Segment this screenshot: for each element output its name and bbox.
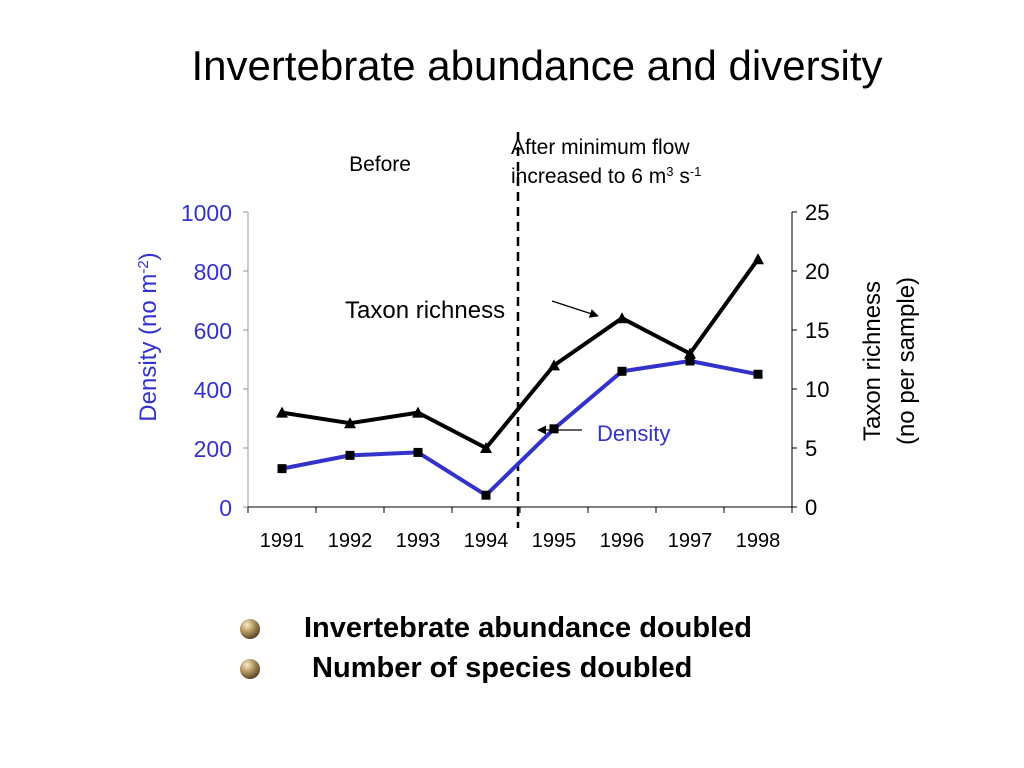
right-tick-label: 15: [805, 318, 829, 343]
x-tick-label: 1992: [328, 530, 373, 552]
taxon-richness-point: [480, 442, 492, 453]
left-tick-label: 400: [194, 377, 232, 403]
annotation-before: Before: [349, 153, 411, 176]
taxon-callout-arrow: [551, 300, 599, 318]
left-tick-label: 0: [219, 495, 232, 521]
density-point: [685, 356, 695, 366]
right-axis-title-line2: (no per sample): [893, 277, 920, 445]
chart: 0 200 400 600 800 1000 0 5 10 15 20 25 1991 1992 1993 1…: [135, 132, 920, 552]
left-tick-label: 200: [194, 436, 232, 462]
left-tick-label: 600: [194, 318, 232, 344]
x-tick-label: 1997: [668, 530, 713, 552]
bullet-text: Invertebrate abundance doubled: [304, 612, 752, 644]
bullet-icon: [240, 659, 260, 679]
bullet-icon: [240, 619, 260, 639]
annotation-after-line2: increased to 6 m3 s-1: [511, 164, 701, 189]
x-tick-label: 1994: [464, 530, 509, 552]
right-tick-label: 10: [805, 377, 829, 402]
taxon-richness-point: [548, 359, 560, 371]
bullet-text: Number of species doubled: [304, 652, 693, 684]
left-axis-title: Density (no m-2): [135, 252, 163, 421]
left-tick-label: 800: [194, 259, 232, 285]
slide-title: Invertebrate abundance and diversity: [191, 42, 883, 89]
density-series-line: [281, 359, 759, 498]
taxon-richness-point: [616, 312, 628, 324]
density-point: [753, 369, 763, 379]
right-axis-title: Taxon richness: [859, 281, 886, 441]
taxon-richness-point: [684, 347, 696, 359]
right-tick-label: 0: [805, 495, 817, 520]
taxon-richness-point: [276, 406, 288, 418]
x-tick-label: 1996: [600, 530, 645, 552]
density-point: [277, 464, 287, 474]
taxon-richness-point: [412, 406, 424, 418]
x-tick-label: 1998: [736, 530, 781, 552]
taxon-richness-point: [344, 417, 356, 429]
density-callout: Density: [597, 421, 670, 446]
x-tick-label: 1995: [532, 530, 577, 552]
density-point: [413, 447, 423, 457]
density-point: [481, 490, 491, 500]
taxon-richness-point: [752, 253, 764, 265]
right-tick-label: 20: [805, 259, 829, 284]
density-point: [549, 424, 559, 434]
annotation-after-line1: After minimum flow: [511, 136, 690, 159]
right-tick-label: 25: [805, 200, 829, 225]
density-point: [345, 450, 355, 460]
right-tick-label: 5: [805, 436, 817, 461]
density-point: [617, 366, 627, 376]
taxon-richness-callout: Taxon richness: [345, 297, 505, 324]
taxon-richness-series-line: [281, 258, 760, 450]
x-tick-label: 1993: [396, 530, 441, 552]
left-tick-label: 1000: [181, 200, 232, 226]
x-tick-label: 1991: [260, 530, 305, 552]
